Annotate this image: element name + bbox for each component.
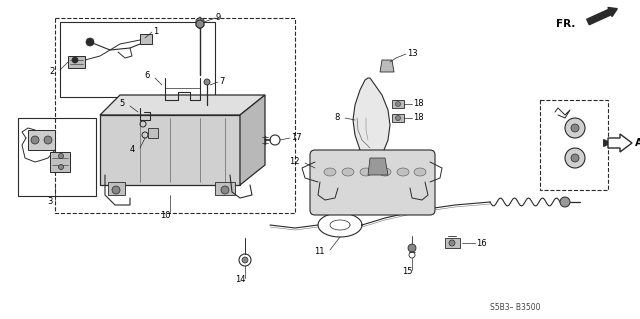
Ellipse shape (360, 168, 372, 176)
Text: 7: 7 (219, 78, 225, 86)
Ellipse shape (324, 168, 336, 176)
FancyArrow shape (587, 7, 618, 25)
Polygon shape (392, 114, 404, 122)
Text: 15: 15 (402, 268, 412, 277)
Polygon shape (100, 95, 265, 115)
Text: 16: 16 (476, 239, 486, 248)
Polygon shape (392, 100, 404, 108)
Polygon shape (68, 56, 85, 68)
Text: 10: 10 (160, 211, 170, 219)
Text: FR.: FR. (556, 19, 575, 29)
Text: 2: 2 (50, 66, 55, 76)
Bar (540, 100, 608, 190)
Polygon shape (215, 182, 235, 195)
Text: 18: 18 (413, 114, 424, 122)
Bar (18, 118, 96, 196)
Circle shape (449, 240, 455, 246)
Polygon shape (108, 182, 125, 195)
Circle shape (408, 244, 416, 252)
Text: 9: 9 (216, 13, 221, 23)
Text: 8: 8 (335, 114, 340, 122)
FancyBboxPatch shape (310, 150, 435, 215)
Circle shape (242, 257, 248, 263)
Polygon shape (608, 134, 632, 152)
Polygon shape (445, 238, 460, 248)
Ellipse shape (397, 168, 409, 176)
Text: 14: 14 (235, 276, 245, 285)
Bar (60, 22, 215, 97)
Circle shape (396, 101, 401, 107)
Polygon shape (196, 17, 204, 29)
Circle shape (565, 118, 585, 138)
Circle shape (86, 38, 94, 46)
Text: 5: 5 (120, 100, 125, 108)
Circle shape (221, 186, 229, 194)
Text: 4: 4 (130, 145, 135, 154)
Text: 6: 6 (145, 71, 150, 80)
Circle shape (204, 79, 210, 85)
Circle shape (58, 153, 63, 159)
Polygon shape (360, 150, 382, 162)
Circle shape (571, 154, 579, 162)
Polygon shape (368, 158, 388, 175)
Polygon shape (50, 152, 70, 172)
Polygon shape (28, 130, 55, 150)
Bar (55, 18, 295, 213)
Circle shape (31, 136, 39, 144)
Circle shape (396, 115, 401, 121)
Text: 11: 11 (314, 248, 325, 256)
Ellipse shape (342, 168, 354, 176)
Circle shape (560, 197, 570, 207)
Polygon shape (148, 128, 158, 138)
Polygon shape (140, 34, 152, 44)
Circle shape (58, 165, 63, 169)
Text: 1: 1 (153, 27, 158, 36)
Text: ATM-4: ATM-4 (635, 138, 640, 148)
Text: 18: 18 (413, 100, 424, 108)
Text: 17: 17 (291, 133, 301, 143)
Text: 12: 12 (289, 157, 300, 166)
Polygon shape (353, 78, 390, 160)
Polygon shape (240, 95, 265, 185)
Ellipse shape (379, 168, 391, 176)
Text: 13: 13 (407, 49, 418, 58)
Circle shape (565, 148, 585, 168)
Circle shape (112, 186, 120, 194)
Circle shape (571, 124, 579, 132)
Circle shape (196, 20, 204, 28)
Polygon shape (100, 115, 240, 185)
Ellipse shape (414, 168, 426, 176)
Circle shape (44, 136, 52, 144)
Text: S5B3– B3500: S5B3– B3500 (490, 303, 541, 313)
Text: 3: 3 (47, 197, 52, 206)
Polygon shape (380, 60, 394, 72)
Circle shape (72, 57, 78, 63)
